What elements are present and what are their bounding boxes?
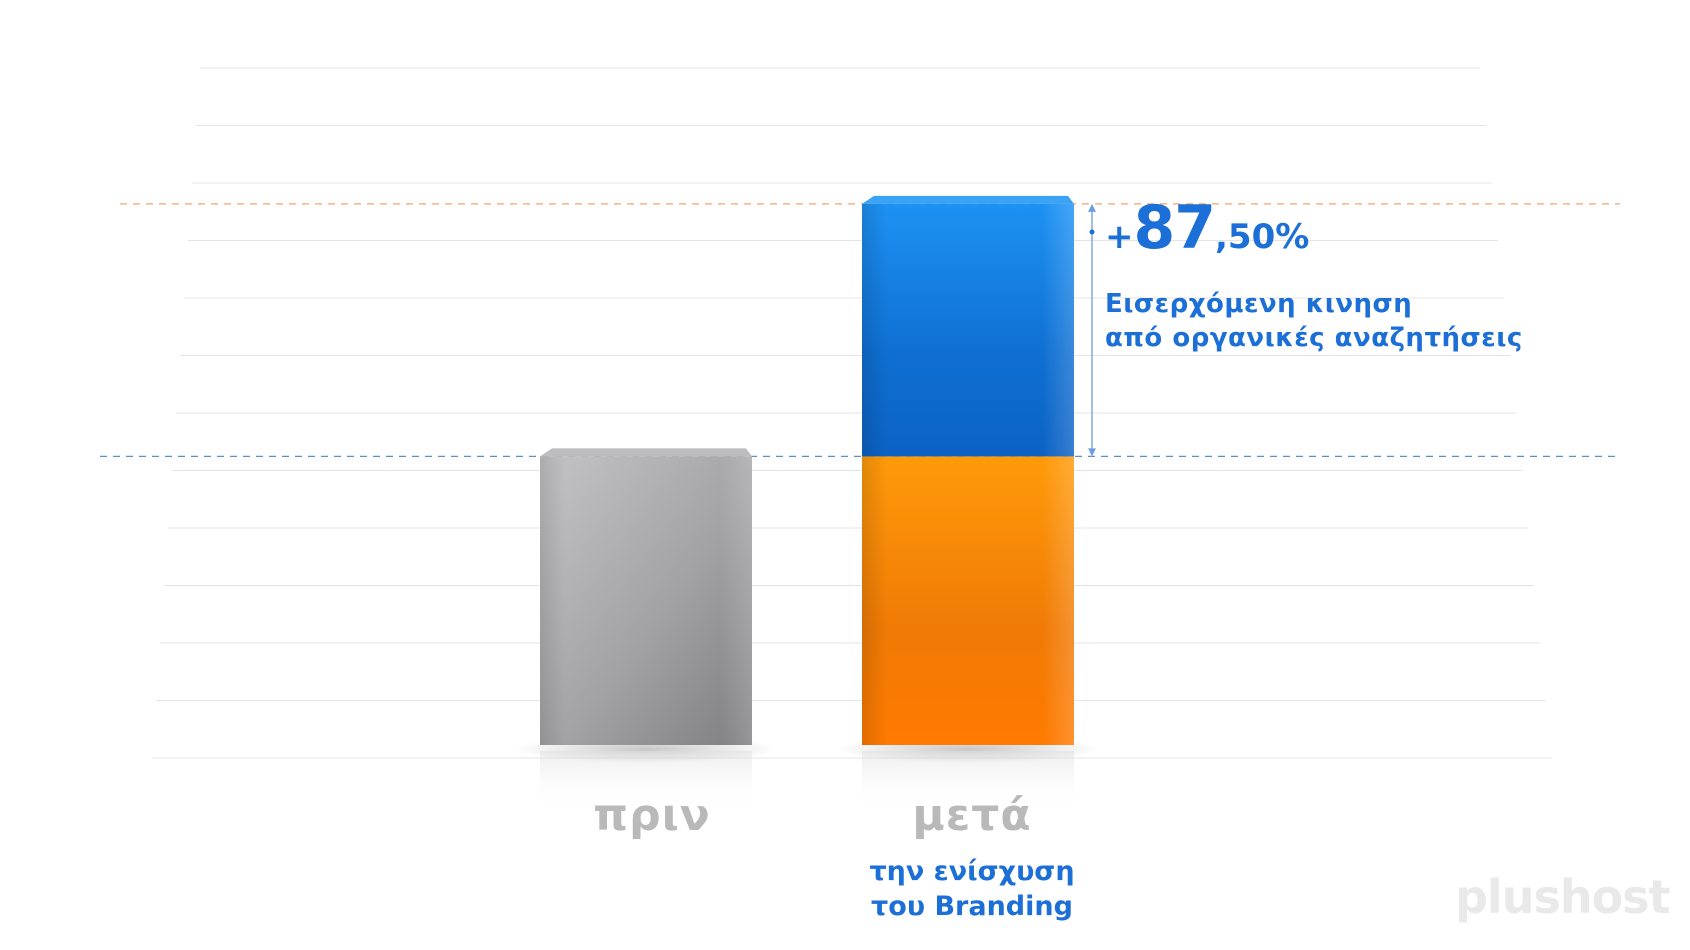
percentage-sign: + bbox=[1105, 217, 1134, 257]
category-sublabel-after: την ενίσχυση του Branding bbox=[822, 854, 1122, 924]
bar-after-increase-segment-shade bbox=[862, 203, 1074, 457]
category-label-after: μετά bbox=[912, 790, 1032, 841]
sublabel-line-1: την ενίσχυση bbox=[869, 856, 1075, 887]
bar-after-top bbox=[862, 195, 1074, 204]
bracket-arrow-top bbox=[1088, 203, 1096, 212]
bracket-dot bbox=[1089, 229, 1095, 235]
bars bbox=[514, 195, 1100, 811]
increase-percentage: +87,50% bbox=[1105, 198, 1523, 273]
bar-before-reflection bbox=[540, 751, 752, 811]
bar-before-shade bbox=[540, 456, 752, 745]
guide-lines bbox=[100, 203, 1620, 457]
description-line-1: Εισερχόμενη κινηση bbox=[1105, 289, 1413, 319]
bar-after-base-segment-shade bbox=[862, 456, 1074, 745]
description-line-2: από οργανικές αναζητήσεις bbox=[1105, 323, 1523, 353]
plushost-logo: plushost bbox=[1455, 870, 1671, 924]
percentage-integer: 87 bbox=[1133, 193, 1216, 263]
bar-after-reflection bbox=[862, 751, 1074, 811]
bracket-arrow-bottom bbox=[1088, 448, 1096, 457]
sublabel-line-2: του Branding bbox=[871, 891, 1073, 922]
category-label-before: πριν bbox=[593, 790, 711, 841]
increase-description: Εισερχόμενη κινηση από οργανικές αναζητή… bbox=[1105, 287, 1523, 355]
percentage-decimal: ,50% bbox=[1215, 217, 1310, 257]
increase-annotation: +87,50% Εισερχόμενη κινηση από οργανικές… bbox=[1105, 198, 1523, 355]
bar-before-top bbox=[540, 448, 752, 457]
increase-bracket bbox=[1088, 203, 1096, 457]
gridlines bbox=[152, 67, 1552, 759]
